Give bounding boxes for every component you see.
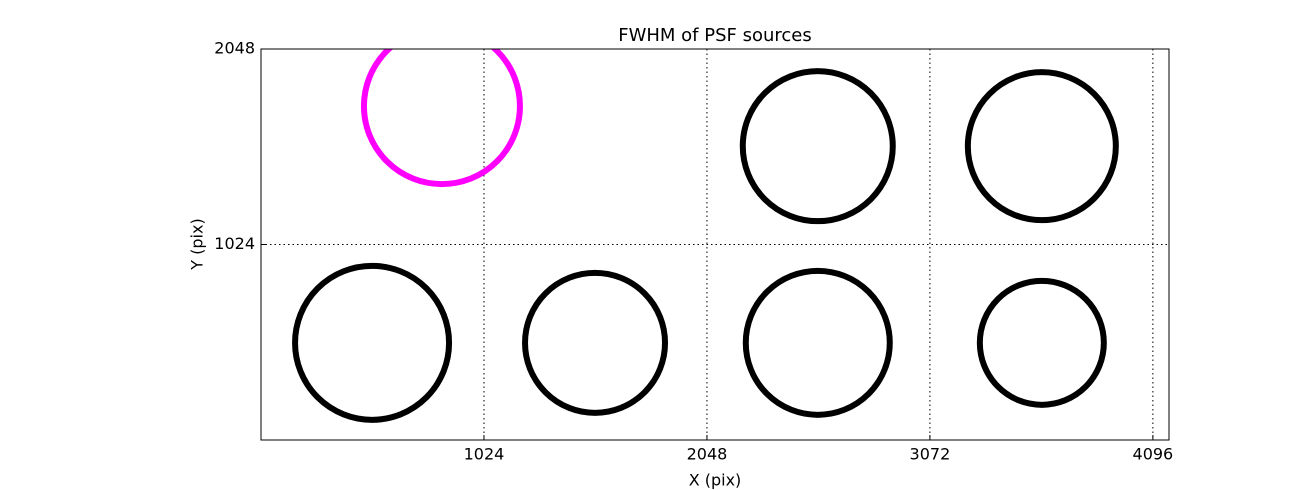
x-tick-label: 3072 [910,445,951,464]
y-tick-label: 2048 [214,39,255,58]
source-circle [360,49,523,188]
chart-title: FWHM of PSF sources [618,25,812,46]
x-tick-label: 1024 [464,445,505,464]
x-tick-label: 2048 [687,445,728,464]
x-tick-label: 4096 [1133,445,1174,464]
y-tick-label: 1024 [214,234,255,253]
source-circle [292,262,453,423]
plot-frame [260,48,1170,441]
x-axis-label: X (pix) [689,471,742,490]
source-circle [964,69,1119,224]
source-circle [742,267,893,418]
y-axis-label: Y (pix) [188,218,207,270]
source-circle [976,277,1107,408]
source-circle [522,269,669,416]
source-circle [739,68,896,225]
